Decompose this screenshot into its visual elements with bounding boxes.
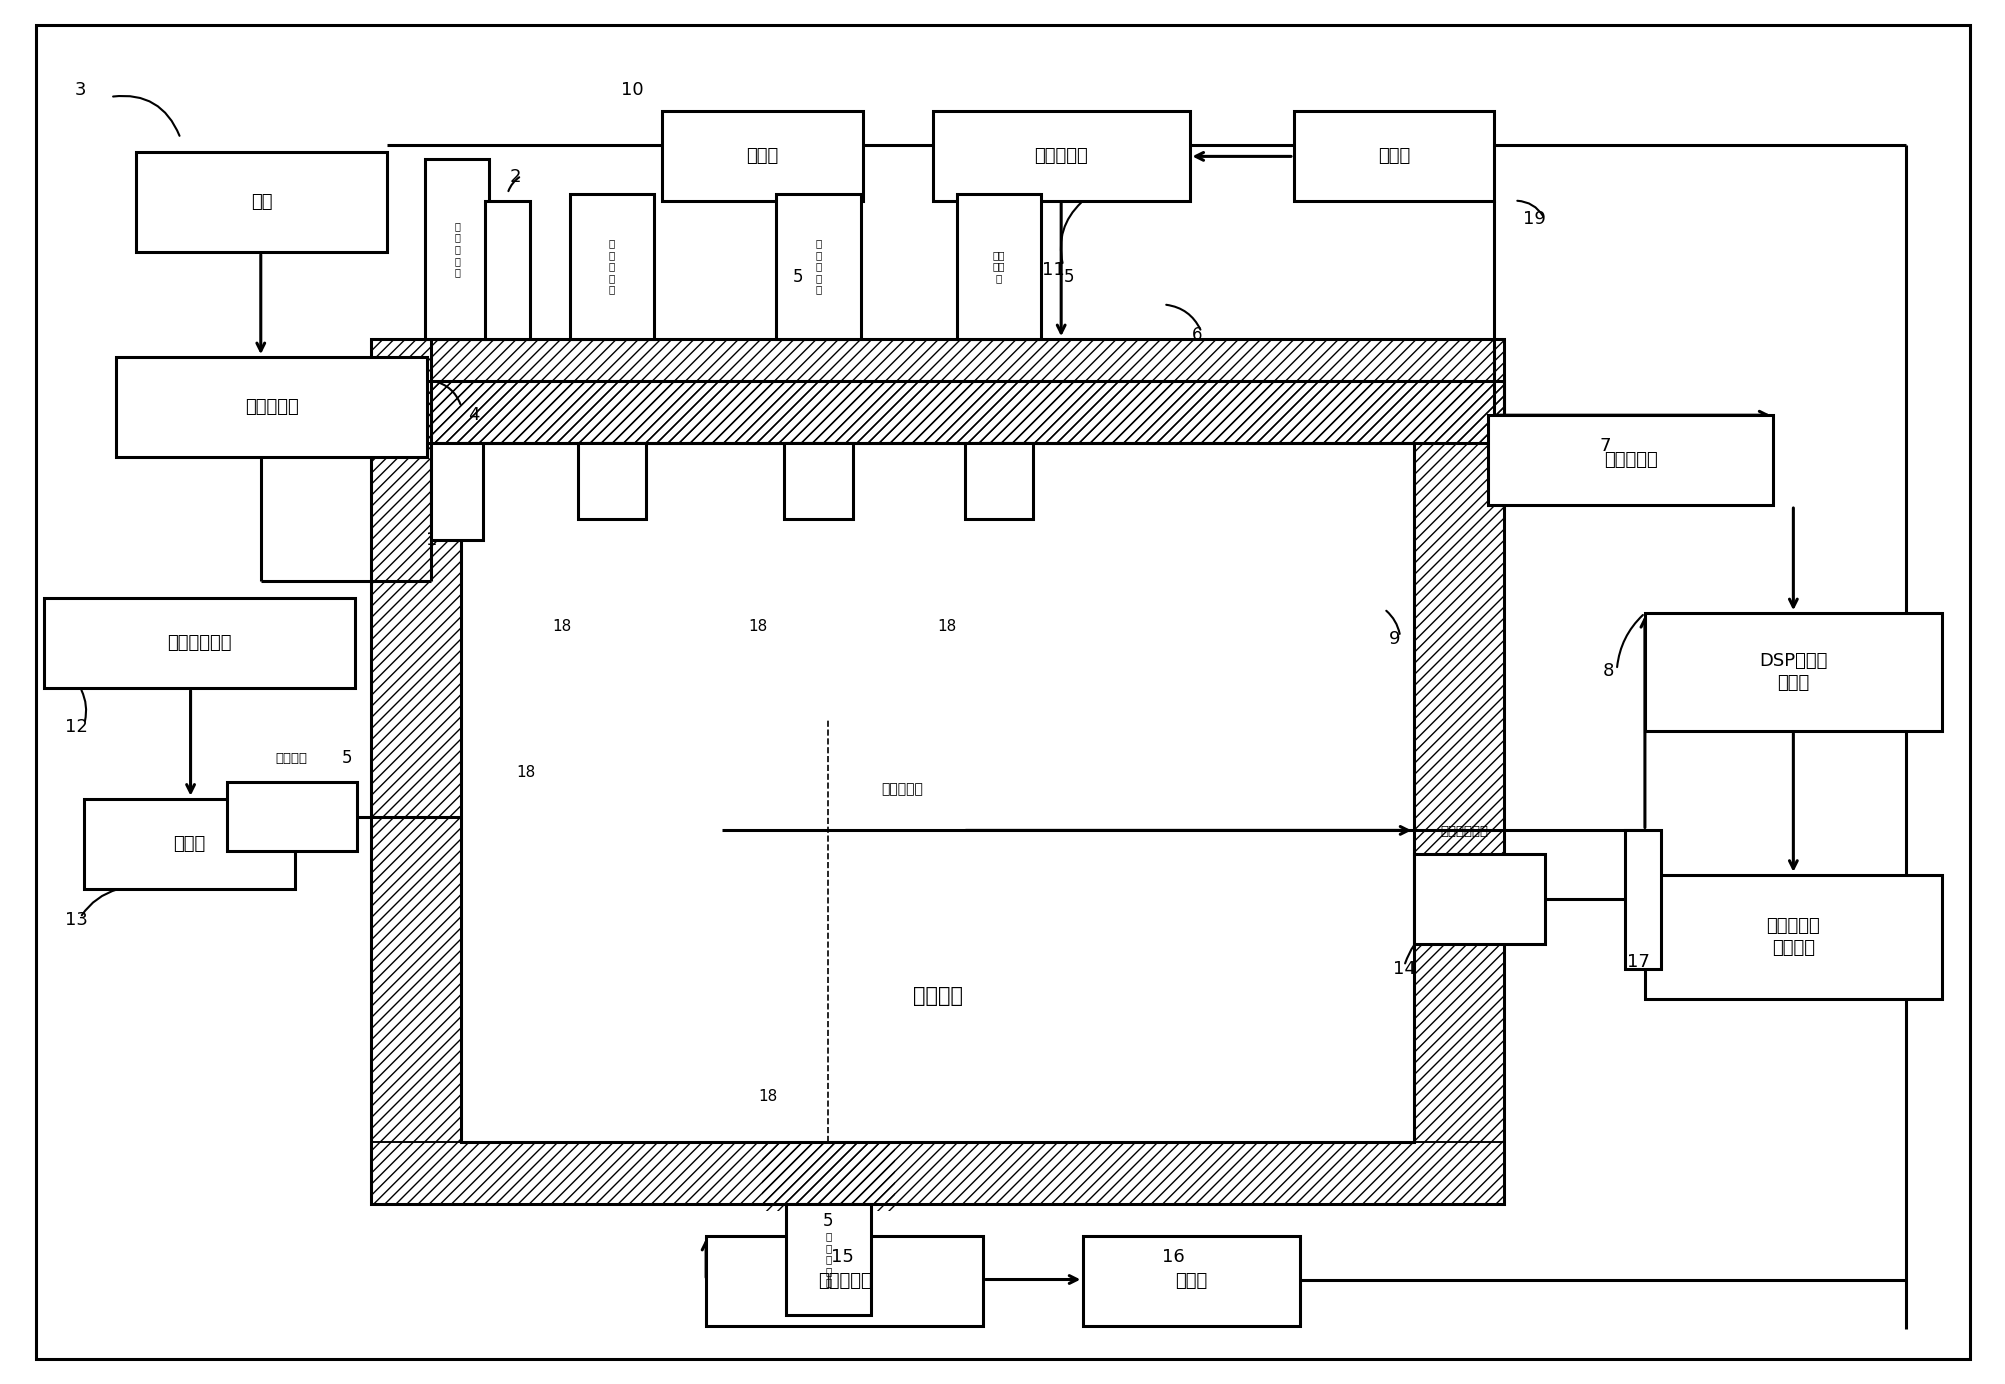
Text: 18: 18 <box>515 765 535 779</box>
Bar <box>956 194 1041 339</box>
Bar <box>1644 613 1941 731</box>
Text: 17: 17 <box>1626 952 1650 972</box>
Bar <box>461 443 1414 1142</box>
Bar <box>1414 854 1544 944</box>
Bar <box>371 381 1504 443</box>
Bar <box>461 443 1414 1142</box>
Bar <box>371 443 461 1142</box>
Text: DSP数据采
集系统: DSP数据采 集系统 <box>1758 652 1827 692</box>
Text: 喷
油
嘴
夹
具: 喷 油 嘴 夹 具 <box>455 221 459 277</box>
Bar <box>706 1236 982 1326</box>
Bar <box>786 1204 870 1315</box>
Text: 5: 5 <box>1063 267 1075 286</box>
Text: 数据处理与
显示系统: 数据处理与 显示系统 <box>1766 916 1819 958</box>
Text: 15: 15 <box>830 1247 854 1266</box>
Text: 5: 5 <box>822 1211 834 1230</box>
Text: 安全阀: 安全阀 <box>746 147 778 165</box>
Bar <box>425 159 489 339</box>
Text: 压力表: 压力表 <box>172 835 207 853</box>
Bar <box>762 1142 894 1211</box>
Text: 喷
孔
调
节
杆: 喷 孔 调 节 杆 <box>824 1232 832 1287</box>
Text: 高压接头: 高压接头 <box>277 753 307 765</box>
Text: 2: 2 <box>509 167 521 187</box>
Text: 电荷放大器: 电荷放大器 <box>1604 451 1656 469</box>
Bar <box>136 152 387 252</box>
Bar <box>577 443 646 519</box>
Bar <box>1293 111 1494 201</box>
Text: 14: 14 <box>1391 959 1416 978</box>
Text: 温度传感器: 温度传感器 <box>882 782 922 796</box>
Text: 压力表截止阀: 压力表截止阀 <box>166 634 233 652</box>
Bar <box>371 339 1504 443</box>
Text: 18: 18 <box>551 620 571 634</box>
Text: 压力
传感
器: 压力 传感 器 <box>992 251 1005 282</box>
Text: 进油截止阀: 进油截止阀 <box>1035 147 1087 165</box>
Bar <box>662 111 862 201</box>
Bar <box>784 443 852 519</box>
Bar <box>431 443 483 540</box>
Text: 18: 18 <box>936 620 956 634</box>
Bar <box>569 194 654 339</box>
Text: 压力容器: 压力容器 <box>912 987 962 1006</box>
Text: 19: 19 <box>1522 209 1546 228</box>
Text: 体积调节柱塞: 体积调节柱塞 <box>1440 825 1488 837</box>
Bar <box>1624 830 1660 969</box>
Text: 光电编码器: 光电编码器 <box>245 397 299 417</box>
Bar <box>932 111 1189 201</box>
Text: 6: 6 <box>1191 325 1203 345</box>
Text: 4: 4 <box>467 406 479 425</box>
Bar <box>485 201 529 339</box>
Text: 9: 9 <box>1387 630 1399 649</box>
Text: 1: 1 <box>425 530 437 549</box>
Text: 13: 13 <box>64 911 88 930</box>
Bar <box>227 782 357 851</box>
Text: 背压截止阀: 背压截止阀 <box>818 1272 870 1290</box>
Text: 进油口: 进油口 <box>1377 147 1410 165</box>
Bar <box>1488 415 1772 505</box>
Text: 3: 3 <box>74 80 86 100</box>
Text: 10: 10 <box>620 80 644 100</box>
Bar <box>371 339 1504 443</box>
Bar <box>84 799 295 889</box>
Text: 12: 12 <box>64 717 88 736</box>
Text: 16: 16 <box>1161 1247 1185 1266</box>
Text: 18: 18 <box>748 620 768 634</box>
Text: 5: 5 <box>341 749 353 768</box>
Bar <box>776 194 860 339</box>
Bar <box>371 381 1504 1204</box>
Text: 18: 18 <box>758 1089 778 1103</box>
Bar <box>371 1142 1504 1204</box>
Bar <box>964 443 1033 519</box>
Bar <box>44 598 355 688</box>
Text: 11: 11 <box>1041 260 1065 280</box>
Text: 7: 7 <box>1598 436 1610 455</box>
Text: 5: 5 <box>792 267 804 286</box>
Bar <box>1644 875 1941 999</box>
Text: 喷
孔
调
节
杆: 喷 孔 调 节 杆 <box>814 238 822 295</box>
Text: 8: 8 <box>1602 662 1614 681</box>
Text: 油泵: 油泵 <box>251 192 273 212</box>
Text: 集油器: 集油器 <box>1175 1272 1207 1290</box>
Bar <box>116 357 427 457</box>
Text: 喷
孔
调
节
杆: 喷 孔 调 节 杆 <box>608 238 616 295</box>
Bar <box>1083 1236 1299 1326</box>
Bar <box>1414 443 1504 1142</box>
